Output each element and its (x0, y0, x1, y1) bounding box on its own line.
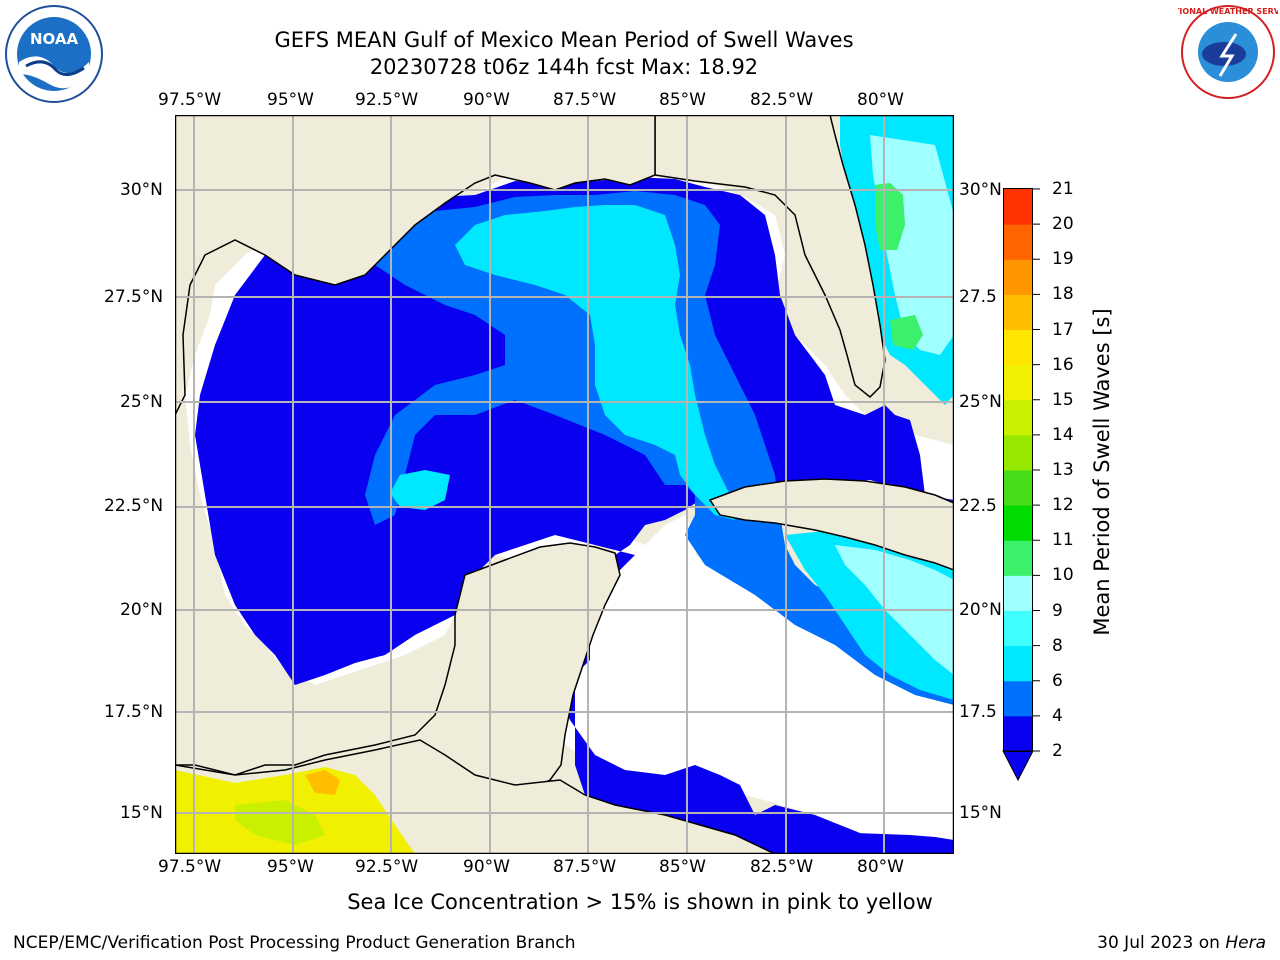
colorbar-band (1004, 540, 1032, 576)
swell-band-6-8 (455, 205, 735, 520)
y-tick-right-6: 17.5 (959, 702, 997, 722)
y-tick-right-4: 22.5 (959, 496, 997, 516)
x-tick-bottom-3: 92.5°W (355, 857, 419, 877)
x-tick-bottom-4: 90°W (463, 857, 510, 877)
footer-date-text: 30 Jul 2023 on (1097, 933, 1226, 953)
colorbar-band (1004, 364, 1032, 401)
x-tick-top-2: 95°W (267, 90, 314, 110)
colorbar-band (1004, 329, 1032, 366)
map-panel (174, 114, 965, 855)
colorbar-band (1004, 715, 1032, 752)
colorbar-band (1004, 505, 1032, 541)
colorbar-tick-label: 19 (1052, 249, 1074, 270)
colorbar-tick-label: 16 (1052, 354, 1074, 375)
colorbar-extend-arrow (1002, 750, 1034, 782)
colorbar (1000, 185, 1050, 785)
colorbar-band (1004, 645, 1032, 682)
colorbar-bands (1004, 189, 1032, 752)
colorbar-band (1004, 399, 1032, 436)
y-tick-left-7: 15°N (120, 803, 163, 823)
colorbar-tick-label: 14 (1052, 424, 1074, 445)
x-tick-top-6: 85°W (659, 90, 706, 110)
swell-band-4-6 (315, 191, 954, 705)
swell-patch-campeche (390, 470, 450, 510)
swell-patch-green-atlantic (875, 183, 905, 250)
swell-patch-green-atlantic-2 (890, 315, 923, 350)
sea-ice-caption: Sea Ice Concentration > 15% is shown in … (347, 890, 933, 914)
y-tick-left-3: 25°N (120, 392, 163, 412)
x-tick-top-4: 90°W (463, 90, 510, 110)
x-tick-top-8: 80°W (857, 90, 904, 110)
colorbar-tick-label: 10 (1052, 565, 1074, 586)
colorbar-band (1004, 224, 1032, 260)
chart-title: GEFS MEAN Gulf of Mexico Mean Period of … (274, 28, 854, 52)
colorbar-tick-label: 20 (1052, 214, 1074, 235)
colorbar-tick-label: 11 (1052, 530, 1074, 551)
colorbar-tick-label: 21 (1052, 179, 1074, 199)
colorbar-tick-labels: 2 4 6 8 9 10 11 12 13 14 15 16 17 18 19 20 21 (1052, 179, 1092, 770)
nws-logo-icon: NATIONAL WEATHER SERVICE (1162, 4, 1280, 100)
colorbar-band (1004, 610, 1032, 647)
colorbar-band (1004, 470, 1032, 506)
footer-branch: NCEP/EMC/Verification Post Processing Pr… (13, 933, 576, 953)
y-tick-left-5: 20°N (120, 600, 163, 620)
y-tick-right-5: 20°N (959, 600, 1002, 620)
colorbar-tick-marks (1033, 188, 1040, 752)
swell-band-2-4 (195, 177, 954, 855)
footer-machine: Hera (1225, 933, 1266, 953)
x-tick-bottom-6: 85°W (659, 857, 706, 877)
colorbar-tick-label: 6 (1052, 670, 1063, 691)
colorbar-frame (1003, 188, 1033, 752)
colorbar-band (1004, 434, 1032, 471)
x-tick-bottom-1: 97.5°W (158, 857, 222, 877)
chart-subtitle: 20230728 t06z 144h fcst Max: 18.92 (369, 55, 759, 79)
colorbar-label: Mean Period of Swell Waves [s] (1090, 308, 1114, 636)
noaa-logo-text: NOAA (30, 30, 79, 48)
y-tick-right-7: 15°N (959, 803, 1002, 823)
x-tick-bottom-2: 95°W (267, 857, 314, 877)
colorbar-tick-label: 2 (1052, 741, 1063, 761)
x-tick-top-1: 97.5°W (158, 90, 222, 110)
colorbar-band (1004, 189, 1032, 225)
colorbar-band (1004, 575, 1032, 611)
colorbar-tick-label: 15 (1052, 389, 1074, 410)
colorbar-tick-label: 12 (1052, 495, 1074, 516)
cuba-land (708, 478, 955, 572)
noaa-logo-icon: NOAA (4, 4, 104, 104)
colorbar-band (1004, 294, 1032, 330)
colorbar-tick-label: 17 (1052, 319, 1074, 340)
colorbar-tick-label: 4 (1052, 705, 1063, 726)
x-tick-bottom-7: 82.5°W (750, 857, 814, 877)
map-frame (174, 114, 955, 855)
colorbar-tick-label: 9 (1052, 600, 1063, 621)
nws-logo-text: NATIONAL WEATHER SERVICE (1178, 7, 1278, 16)
colorbar-tick-label: 18 (1052, 284, 1074, 305)
y-tick-left-6: 17.5°N (104, 702, 164, 722)
swell-patch-south-caribbean (795, 833, 954, 854)
y-tick-left-1: 30°N (120, 180, 163, 200)
footer-date: 30 Jul 2023 on Hera (1097, 933, 1266, 953)
y-tick-right-3: 25°N (959, 392, 1002, 412)
colorbar-band (1004, 680, 1032, 717)
x-tick-bottom-5: 87.5°W (553, 857, 617, 877)
y-tick-left-2: 27.5°N (104, 287, 164, 307)
sea-ice-field-orange (305, 770, 340, 795)
sea-ice-field-light (235, 800, 325, 845)
colorbar-tick-label: 13 (1052, 460, 1074, 480)
colorbar-tick-label: 8 (1052, 635, 1063, 656)
x-tick-bottom-8: 80°W (857, 857, 904, 877)
x-tick-top-7: 82.5°W (750, 90, 814, 110)
x-tick-top-5: 87.5°W (553, 90, 617, 110)
y-tick-left-4: 22.5°N (104, 496, 164, 516)
y-tick-right-2: 27.5 (959, 287, 997, 307)
gridlines (175, 115, 954, 854)
colorbar-band (1004, 259, 1032, 295)
x-tick-top-3: 92.5°W (355, 90, 419, 110)
y-tick-right-1: 30°N (959, 180, 1002, 200)
